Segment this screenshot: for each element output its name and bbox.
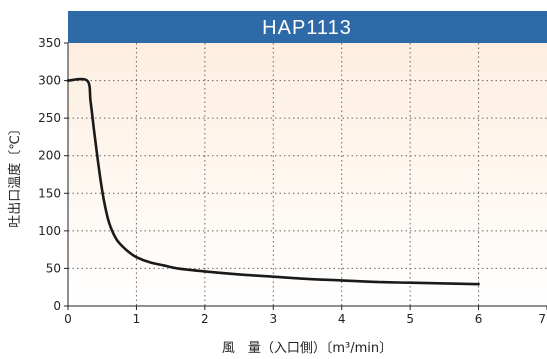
y-tick-label: 350 (38, 36, 61, 50)
x-tick-label: 6 (475, 312, 483, 326)
y-tick-label: 200 (38, 149, 61, 163)
y-tick-label: 250 (38, 111, 61, 125)
y-axis-title: 吐出口温度〔℃〕 (7, 122, 23, 228)
x-tick-label: 0 (64, 312, 72, 326)
axes (64, 42, 547, 310)
x-tick-label: 4 (338, 312, 346, 326)
x-tick-label: 1 (133, 312, 141, 326)
y-tick-label: 150 (38, 186, 61, 200)
x-tick-label: 5 (406, 312, 414, 326)
y-tick-label: 0 (53, 299, 61, 313)
grid-lines (68, 43, 547, 306)
x-tick-label: 3 (269, 312, 277, 326)
y-tick-label: 100 (38, 224, 61, 238)
plot-area (68, 43, 547, 306)
x-tick-label: 2 (201, 312, 209, 326)
tick-labels: 0 1 2 3 4 5 6 7 0 50 100 150 200 250 300 350 (38, 36, 546, 326)
series-group (66, 77, 480, 286)
y-tick-label: 50 (46, 261, 61, 275)
title-bar (68, 11, 547, 43)
y-tick-label: 300 (38, 74, 61, 88)
x-axis-title: 風 量（入口側）〔m³/min〕 (222, 341, 392, 356)
x-tick-label: 7 (538, 312, 546, 326)
series-line (66, 77, 480, 286)
chart-title: HAP1113 (262, 17, 352, 39)
